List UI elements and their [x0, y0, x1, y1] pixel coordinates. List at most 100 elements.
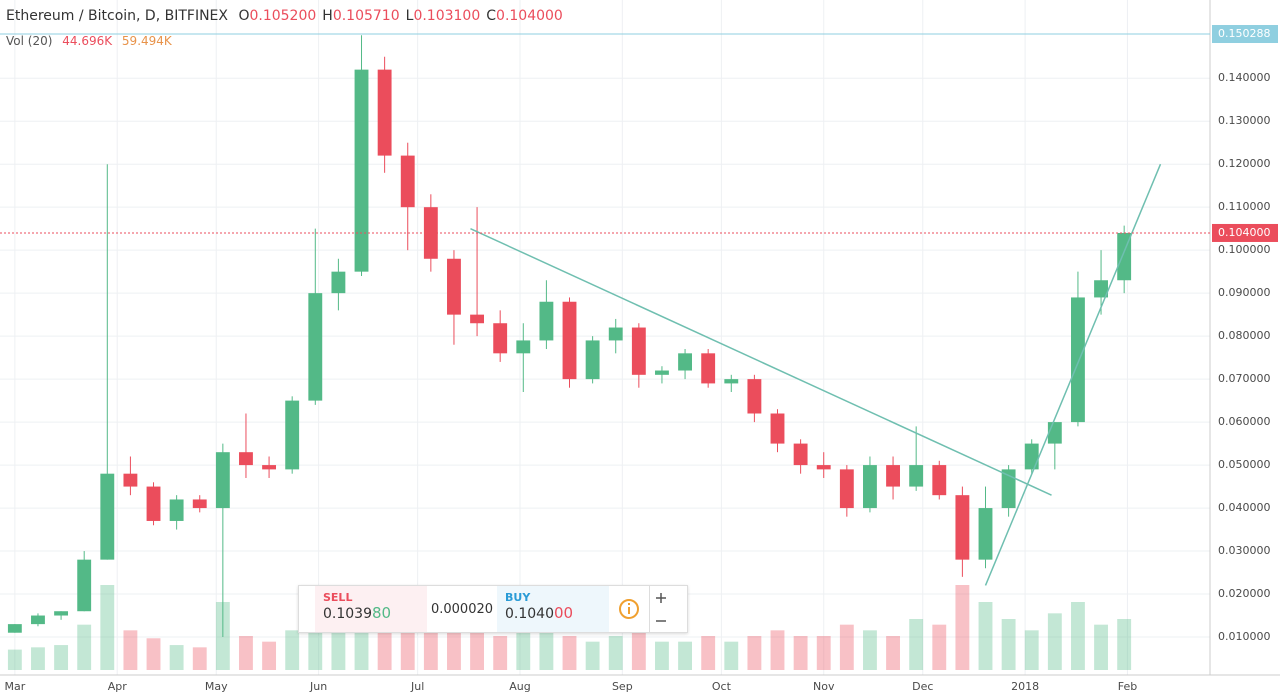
volume-value: 44.696K	[62, 34, 113, 48]
ohlc-key: C	[486, 8, 497, 24]
sell-button[interactable]: SELL 0.103980	[315, 586, 427, 632]
volume-bar	[77, 624, 92, 670]
candle-body	[1001, 469, 1016, 509]
x-tick-label: Jul	[410, 680, 424, 693]
volume-bar	[678, 641, 692, 670]
x-tick-label: Jun	[309, 680, 327, 693]
volume-bar	[146, 638, 161, 670]
price-label: 0.104000	[1218, 226, 1271, 239]
minus-button[interactable]	[656, 616, 666, 626]
candle-body	[932, 465, 947, 496]
buy-button[interactable]: BUY 0.104000	[497, 586, 609, 632]
candle-body	[239, 452, 253, 466]
candle-body	[1071, 297, 1085, 423]
x-tick-label: Sep	[612, 680, 633, 693]
candle-body	[516, 340, 531, 354]
volume-bar	[978, 602, 993, 670]
volume-bar	[100, 585, 115, 670]
x-tick-label: Feb	[1118, 680, 1137, 693]
candle-body	[978, 508, 993, 560]
ohlc-key: H	[322, 8, 333, 24]
y-tick-label: 0.120000	[1218, 157, 1271, 170]
volume-bar	[724, 641, 739, 670]
volume-bar	[285, 630, 300, 670]
volume-bar	[701, 636, 716, 670]
volume-legend: Vol (20) 44.696K 59.494K	[6, 34, 178, 48]
volume-bar	[239, 636, 253, 670]
candle-body	[262, 465, 277, 470]
y-tick-label: 0.110000	[1218, 200, 1271, 213]
volume-bar	[1094, 624, 1108, 670]
price-label-box	[1212, 223, 1278, 242]
candle-body	[400, 155, 415, 208]
candle-body	[701, 353, 716, 384]
x-tick-label: Dec	[912, 680, 933, 693]
y-tick-label: 0.030000	[1218, 544, 1271, 557]
ohlc-key: L	[405, 8, 414, 24]
candle-body	[678, 353, 692, 371]
ohlc-value: 0.105200	[249, 8, 317, 24]
spread: 0.000020	[430, 601, 494, 617]
volume-bar	[608, 636, 623, 670]
volume-bar	[955, 585, 970, 670]
volume-bar	[31, 647, 45, 670]
candle-body	[747, 379, 762, 414]
y-tick-label: 0.100000	[1218, 243, 1271, 256]
y-tick-label: 0.040000	[1218, 501, 1271, 514]
y-tick-label: 0.020000	[1218, 587, 1271, 600]
price-label: 0.150288	[1218, 27, 1271, 40]
candle-body	[7, 624, 22, 633]
candle-body	[423, 207, 438, 259]
volume-bar	[493, 636, 508, 670]
candle-body	[54, 611, 69, 616]
candle-body	[863, 465, 877, 509]
candle-body	[470, 314, 484, 324]
candle-body	[839, 469, 854, 509]
candle-body	[724, 379, 739, 384]
volume-bar	[747, 636, 762, 670]
ohlc: O0.105200 H0.105710 L0.103100 C0.104000	[238, 8, 568, 24]
volume-bar	[562, 636, 577, 670]
candle-body	[377, 69, 392, 156]
y-tick-label: 0.060000	[1218, 415, 1271, 428]
buy-price-tail: 00	[554, 604, 574, 622]
plus-button[interactable]	[656, 592, 666, 603]
candle-body	[539, 301, 554, 341]
candle-body	[631, 327, 646, 375]
y-tick-label: 0.090000	[1218, 286, 1271, 299]
volume-bar	[1117, 619, 1132, 670]
y-tick-label: 0.010000	[1218, 630, 1271, 643]
x-tick-label: Nov	[813, 680, 835, 693]
header: Ethereum / Bitcoin, D, BITFINEX O0.10520…	[6, 8, 575, 24]
y-tick-label: 0.140000	[1218, 71, 1271, 84]
ohlc-value: 0.103100	[413, 8, 481, 24]
info-button[interactable]	[609, 586, 649, 632]
candle-body	[1047, 422, 1062, 444]
candle-body	[955, 495, 970, 560]
candle-body	[886, 465, 900, 487]
y-tick-label: 0.130000	[1218, 114, 1271, 127]
candle-body	[816, 465, 831, 470]
candle-body	[215, 452, 230, 509]
volume-bar	[539, 624, 554, 670]
symbol-title[interactable]: Ethereum / Bitcoin, D, BITFINEX	[6, 8, 228, 24]
ohlc-value: 0.105710	[332, 8, 400, 24]
candle-body	[285, 400, 300, 470]
y-tick-label: 0.050000	[1218, 458, 1271, 471]
price-label-box	[1212, 25, 1278, 44]
candle-body	[331, 271, 346, 294]
volume-bar	[423, 630, 438, 670]
buy-label: BUY	[505, 591, 531, 604]
candle-body	[354, 69, 369, 272]
candle-body	[169, 499, 184, 521]
y-tick-label: 0.080000	[1218, 329, 1271, 342]
volume-bar	[655, 641, 669, 670]
volume-label[interactable]: Vol (20)	[6, 34, 53, 48]
x-tick-label: Mar	[4, 680, 25, 693]
trade-panel: SELL 0.103980 0.000020 BUY 0.104000	[298, 585, 688, 633]
ohlc-value: 0.104000	[496, 8, 563, 24]
volume-bar	[1001, 619, 1016, 670]
volume-bar	[863, 630, 877, 670]
candle-body	[123, 473, 138, 487]
